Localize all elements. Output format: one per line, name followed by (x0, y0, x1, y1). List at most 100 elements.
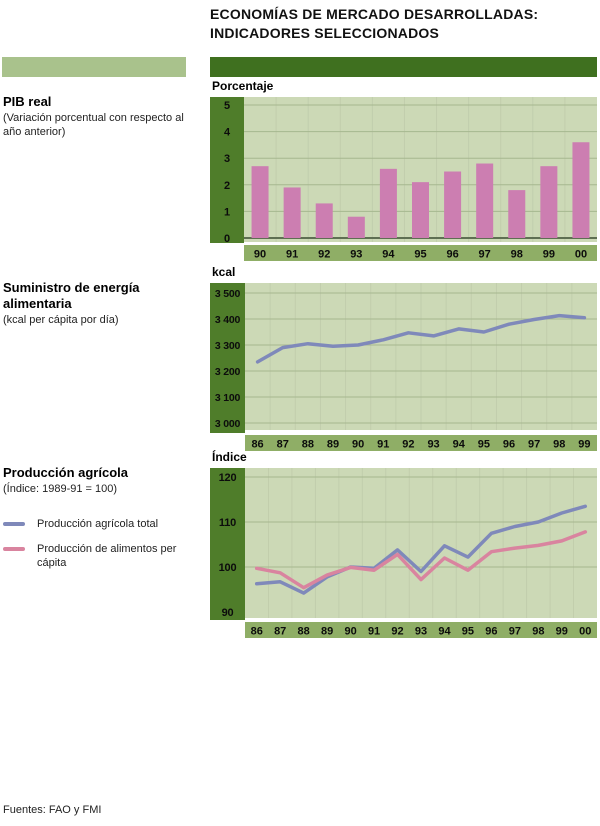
x-tick-label: 00 (575, 249, 587, 261)
x-tick-label: 95 (414, 249, 426, 261)
x-tick-label: 92 (391, 626, 403, 638)
bar (283, 187, 301, 238)
x-tick-label: 94 (438, 626, 451, 638)
x-axis-band (245, 622, 597, 638)
x-tick-label: 90 (352, 439, 364, 451)
y-tick-label: 110 (219, 517, 236, 529)
legend-item-per-capita: Producción de alimentos per cápita (3, 542, 177, 570)
x-tick-label: 97 (479, 249, 491, 261)
section-label-energia: Suministro de energía alimentaria (kcal … (3, 280, 178, 327)
axis-unit-kcal: kcal (212, 265, 236, 279)
x-tick-label: 96 (446, 249, 458, 261)
y-tick-label: 3 300 (215, 340, 241, 352)
bar (412, 182, 429, 238)
x-tick-label: 91 (286, 249, 298, 261)
y-tick-label: 0 (224, 233, 230, 245)
x-tick-label: 98 (532, 626, 544, 638)
bar (347, 216, 365, 238)
y-axis-band (210, 468, 245, 620)
y-axis-band (210, 97, 244, 243)
section-label-produccion: Producción agrícola (Índice: 1989-91 = 1… (3, 465, 193, 496)
section-subtext: (Índice: 1989-91 = 100) (3, 483, 118, 495)
y-tick-label: 100 (219, 562, 237, 574)
x-tick-label: 00 (579, 626, 591, 638)
section-subtext: (Variación porcentual con respecto al añ… (3, 112, 184, 138)
y-tick-label: 3 (224, 153, 230, 165)
y-tick-label: 3 200 (215, 366, 241, 378)
x-tick-label: 94 (453, 439, 466, 451)
section-label-pib-real: PIB real (Variación porcentual con respe… (3, 94, 193, 139)
y-tick-label: 1 (224, 206, 230, 218)
bar (444, 171, 462, 238)
header-green-bar (210, 57, 597, 77)
x-tick-label: 96 (503, 439, 515, 451)
x-tick-label: 99 (556, 626, 568, 638)
left-accent-bar (2, 57, 186, 77)
page-title: ECONOMÍAS DE MERCADO DESARROLLADAS: INDI… (210, 5, 538, 43)
x-tick-label: 91 (368, 626, 380, 638)
bar (540, 166, 558, 238)
produccion-line-chart: 90 100 110 120 86 87 88 89 90 91 92 93 94 95 96 97 98 99 0… (210, 468, 597, 638)
pib-real-bar-chart: 0 1 2 3 4 5 90 91 92 93 94 95 96 97 98 99 00 (210, 97, 597, 261)
x-tick-label: 97 (509, 626, 521, 638)
y-axis-band (210, 283, 245, 433)
page-title-line2: INDICADORES SELECCIONADOS (210, 25, 440, 41)
energia-line-chart: 3 000 3 100 3 200 3 300 3 400 3 500 86 87 88 89 90… (210, 283, 597, 451)
x-tick-label: 86 (251, 626, 263, 638)
legend-swatch-per-capita (3, 547, 25, 551)
bar (476, 163, 494, 238)
bar (572, 142, 590, 238)
x-tick-label: 93 (350, 249, 362, 261)
x-tick-label: 95 (478, 439, 490, 451)
x-tick-label: 94 (382, 249, 395, 261)
page-title-line1: ECONOMÍAS DE MERCADO DESARROLLADAS: (210, 6, 539, 22)
y-tick-label: 5 (224, 100, 230, 112)
x-tick-label: 88 (302, 439, 314, 451)
legend-label: Producción de alimentos per cápita (37, 543, 177, 569)
x-tick-label: 93 (427, 439, 439, 451)
x-axis-band (245, 435, 597, 451)
y-tick-label: 3 100 (215, 392, 241, 404)
y-tick-label: 90 (222, 607, 234, 619)
x-tick-label: 98 (553, 439, 565, 451)
y-tick-label: 3 400 (215, 314, 241, 326)
x-axis-band (244, 245, 597, 261)
series-line-producci-n-de-alimentos-per-c-pita (254, 530, 588, 590)
axis-unit-indice: Índice (212, 450, 247, 464)
y-tick-label: 120 (219, 472, 237, 484)
x-tick-label: 95 (462, 626, 474, 638)
series-line-suministro-de-energ-a-alimentaria (255, 313, 587, 364)
x-tick-label: 89 (327, 439, 339, 451)
x-tick-label: 87 (274, 626, 286, 638)
bar (251, 166, 269, 238)
bar (379, 168, 397, 238)
x-tick-label: 92 (402, 439, 414, 451)
x-tick-label: 91 (377, 439, 389, 451)
x-tick-label: 87 (277, 439, 289, 451)
x-tick-label: 92 (318, 249, 330, 261)
x-tick-label: 96 (485, 626, 497, 638)
bar (508, 190, 526, 238)
x-tick-label: 90 (254, 249, 266, 261)
section-subtext: (kcal per cápita por día) (3, 314, 119, 326)
x-tick-label: 89 (321, 626, 333, 638)
sources-note: Fuentes: FAO y FMI (3, 804, 102, 816)
x-tick-label: 86 (251, 439, 263, 451)
x-tick-label: 99 (543, 249, 555, 261)
series-line-producci-n-agr-cola-total (254, 504, 588, 595)
legend-swatch-total (3, 522, 25, 526)
x-tick-label: 90 (344, 626, 356, 638)
x-tick-label: 99 (578, 439, 590, 451)
axis-unit-porcentaje: Porcentaje (212, 79, 274, 93)
legend-item-total: Producción agrícola total (3, 517, 177, 531)
y-tick-label: 4 (224, 127, 231, 139)
x-tick-label: 88 (298, 626, 310, 638)
section-heading: Suministro de energía alimentaria (3, 280, 140, 311)
y-tick-label: 2 (224, 180, 230, 192)
legend: Producción agrícola total Producción de … (3, 517, 177, 581)
y-tick-label: 3 000 (215, 418, 241, 430)
section-heading: Producción agrícola (3, 465, 128, 480)
bar (315, 203, 333, 238)
y-tick-label: 3 500 (215, 288, 241, 300)
x-tick-label: 93 (415, 626, 427, 638)
